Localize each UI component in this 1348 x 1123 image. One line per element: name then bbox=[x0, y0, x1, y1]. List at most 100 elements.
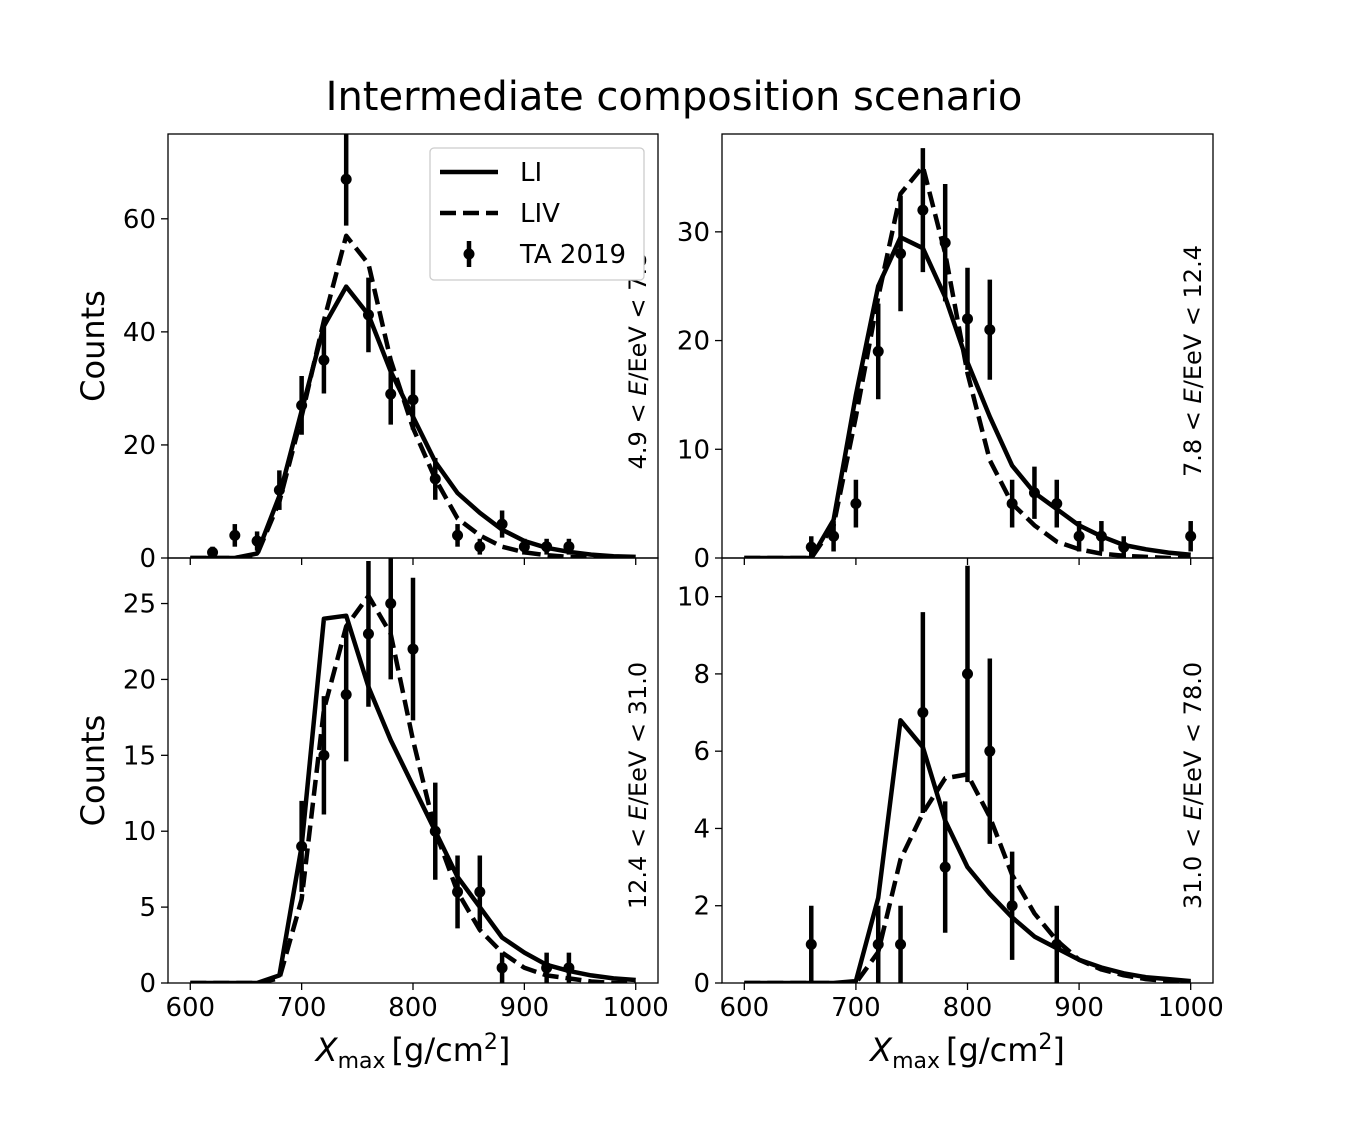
panel-top-right: 0 10 20 30 7.8 < E/EeV < 12.4 bbox=[677, 133, 1214, 574]
x-axis-label: Xmax [g/cm2] bbox=[868, 1030, 1065, 1074]
data-point bbox=[939, 237, 951, 249]
plot-area bbox=[744, 148, 1197, 558]
data-point bbox=[962, 668, 973, 680]
chart-title: Intermediate composition scenario bbox=[326, 74, 1023, 120]
data-point bbox=[962, 313, 973, 325]
data-point bbox=[541, 962, 553, 974]
data-point bbox=[229, 529, 241, 541]
x-tick-label: 1000 bbox=[603, 993, 669, 1023]
data-point bbox=[1185, 530, 1197, 542]
y-axis-label: Counts bbox=[74, 715, 112, 827]
data-point bbox=[429, 473, 441, 485]
data-point bbox=[828, 530, 840, 542]
data-point bbox=[872, 938, 884, 950]
data-point bbox=[917, 204, 929, 216]
data-point bbox=[1051, 938, 1063, 950]
y-tick-label: 0 bbox=[139, 544, 156, 574]
data-point bbox=[1095, 530, 1107, 542]
data-point bbox=[474, 886, 486, 898]
data-point bbox=[340, 689, 352, 701]
y-tick-label: 30 bbox=[677, 218, 710, 248]
legend-data-point bbox=[463, 248, 475, 260]
data-point bbox=[207, 546, 219, 558]
y-tick-label: 15 bbox=[123, 741, 156, 771]
plot-area bbox=[190, 558, 636, 983]
energy-range-label: 7.8 < E/EeV < 12.4 bbox=[1179, 245, 1207, 477]
energy-range-label: 31.0 < E/EeV < 78.0 bbox=[1179, 662, 1207, 909]
panel-bottom-right: 600 700 800 900 1000 0 2 4 6 8 10 Xmax [g/cm2] 31.0 <… bbox=[677, 557, 1224, 1074]
plot-area bbox=[190, 134, 636, 558]
y-axis-label: Counts bbox=[74, 290, 112, 402]
y-tick-label: 25 bbox=[123, 590, 156, 620]
data-point bbox=[429, 825, 441, 837]
data-point bbox=[563, 541, 575, 553]
x-tick-label: 900 bbox=[1054, 993, 1104, 1023]
panel-top-left: 0 20 40 60 Counts 4.9 < E/EeV < 7.8 LI LIV TA 20… bbox=[74, 133, 659, 574]
legend-label-data: TA 2019 bbox=[519, 240, 626, 270]
data-point bbox=[984, 324, 996, 336]
y-tick-label: 2 bbox=[693, 892, 710, 922]
data-point bbox=[518, 541, 530, 553]
data-point bbox=[1028, 487, 1040, 499]
data-point bbox=[452, 529, 464, 541]
x-tick-label: 800 bbox=[943, 993, 993, 1023]
x-axis-label: Xmax [g/cm2] bbox=[314, 1030, 511, 1074]
data-point bbox=[407, 643, 419, 655]
y-tick-label: 10 bbox=[677, 583, 710, 613]
legend-box bbox=[429, 147, 645, 281]
legend-label-liv: LIV bbox=[520, 199, 560, 229]
data-point bbox=[407, 394, 419, 406]
data-point bbox=[1006, 498, 1018, 510]
data-point bbox=[318, 749, 330, 761]
data-point bbox=[563, 962, 575, 974]
y-tick-label: 40 bbox=[123, 318, 156, 348]
data-point bbox=[385, 388, 397, 400]
data-point bbox=[939, 861, 951, 873]
legend-label-li: LI bbox=[520, 158, 542, 188]
data-point bbox=[805, 938, 817, 950]
data-point bbox=[362, 309, 374, 321]
y-tick-label: 20 bbox=[123, 665, 156, 695]
x-tick-label: 600 bbox=[719, 993, 769, 1023]
data-point bbox=[340, 173, 352, 185]
series-liv-line bbox=[744, 164, 1191, 558]
data-point bbox=[318, 354, 330, 366]
data-point bbox=[850, 498, 862, 510]
data-point bbox=[251, 535, 263, 547]
data-point bbox=[273, 484, 285, 496]
y-tick-label: 8 bbox=[693, 660, 710, 690]
data-point bbox=[872, 345, 884, 357]
data-point bbox=[895, 938, 907, 950]
data-point bbox=[1006, 900, 1018, 912]
y-tick-label: 0 bbox=[693, 544, 710, 574]
y-tick-label: 60 bbox=[123, 205, 156, 235]
data-point bbox=[296, 840, 308, 852]
y-tick-label: 5 bbox=[139, 893, 156, 923]
data-point bbox=[895, 248, 907, 260]
x-tick-label: 1000 bbox=[1158, 993, 1224, 1023]
data-point bbox=[1051, 498, 1063, 510]
data-point bbox=[362, 628, 374, 640]
data-point bbox=[805, 541, 817, 553]
x-tick-label: 600 bbox=[165, 993, 215, 1023]
y-tick-label: 6 bbox=[693, 737, 710, 767]
data-point bbox=[984, 745, 996, 757]
x-tick-label: 900 bbox=[500, 993, 550, 1023]
x-tick-label: 700 bbox=[831, 993, 881, 1023]
energy-range-label: 12.4 < E/EeV < 31.0 bbox=[624, 662, 652, 909]
data-point bbox=[496, 518, 508, 530]
y-tick-label: 4 bbox=[693, 814, 710, 844]
y-tick-label: 0 bbox=[693, 969, 710, 999]
data-point bbox=[1118, 541, 1130, 553]
data-point bbox=[541, 541, 553, 553]
y-tick-label: 0 bbox=[139, 969, 156, 999]
y-tick-label: 10 bbox=[677, 435, 710, 465]
data-point bbox=[296, 399, 308, 411]
legend: LI LIV TA 2019 bbox=[429, 147, 645, 281]
data-point bbox=[1073, 530, 1085, 542]
plot-area bbox=[744, 565, 1191, 983]
data-point bbox=[496, 962, 508, 974]
y-tick-label: 20 bbox=[677, 327, 710, 357]
